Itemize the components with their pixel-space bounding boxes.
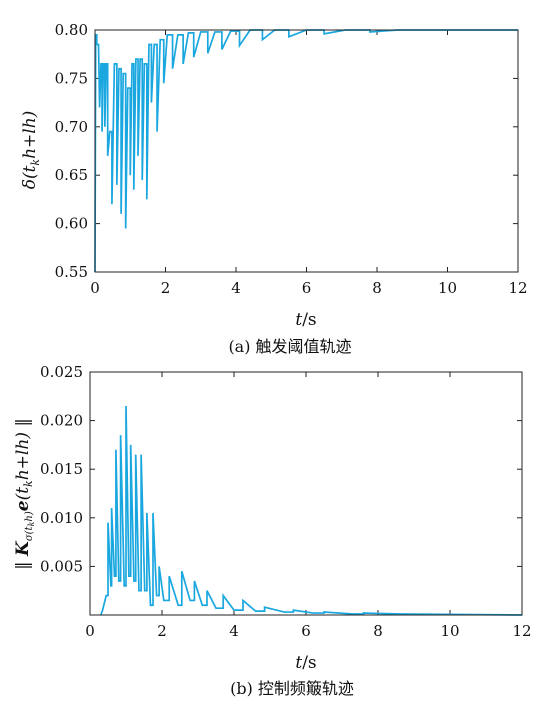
threshold-y-tick-label: 0.80: [55, 21, 88, 39]
threshold-y-tick-label: 0.60: [55, 215, 88, 233]
control-x-tick-label: 12: [512, 622, 531, 640]
control-y-tick-label: 0.025: [40, 363, 83, 381]
control-y-tick-label: 0.010: [40, 509, 83, 527]
threshold-series-line: [94, 29, 518, 273]
control-x-axis-label: t/s: [295, 653, 316, 673]
control-x-tick-label: 0: [85, 622, 95, 640]
control-chart: 0 2 4 6 8 10 12 0.005 0.010 0.015 0.020 0.025 ‖ Kσ(…: [13, 363, 532, 698]
threshold-y-tick-label: 0.70: [55, 118, 88, 136]
control-x-tick-label: 10: [440, 622, 459, 640]
threshold-x-tick-label: 0: [90, 279, 100, 297]
threshold-x-tick-label: 12: [508, 279, 527, 297]
control-series-line: [100, 406, 523, 616]
threshold-caption: (a) 触发阈值轨迹: [228, 337, 351, 356]
threshold-x-axis-label: t/s: [295, 310, 316, 330]
threshold-chart: 0 2 4 6 8 10 12 0.55 0.60 0.65 0.70 0.75 0.80 δ(tkh+…: [20, 21, 528, 356]
threshold-x-tick-label: 2: [161, 279, 171, 297]
control-tick-labels: 0 2 4 6 8 10 12 0.005 0.010 0.015 0.020 0.025: [40, 363, 532, 640]
threshold-plot-frame: [94, 29, 519, 273]
control-y-tick-label: 0.015: [40, 460, 83, 478]
threshold-x-tick-label: 10: [438, 279, 457, 297]
control-axis-ticks: [89, 371, 523, 616]
control-y-tick-label: 0.020: [40, 412, 83, 430]
threshold-y-axis-label: δ(tkh+lh): [20, 111, 42, 190]
control-caption: (b) 控制频簸轨迹: [230, 679, 354, 698]
control-x-tick-label: 6: [301, 622, 311, 640]
control-x-tick-label: 2: [157, 622, 167, 640]
threshold-tick-labels: 0 2 4 6 8 10 12 0.55 0.60 0.65 0.70 0.75 0.80: [55, 21, 528, 297]
threshold-y-tick-label: 0.65: [55, 166, 88, 184]
control-y-tick-label: 0.005: [40, 557, 83, 575]
threshold-x-tick-label: 4: [231, 279, 241, 297]
threshold-y-tick-label: 0.75: [55, 69, 88, 87]
threshold-x-tick-label: 8: [372, 279, 382, 297]
control-x-tick-label: 8: [373, 622, 383, 640]
threshold-y-tick-label: 0.55: [55, 263, 88, 281]
control-y-axis-label: ‖ Kσ(tkh)e(tkh+lh) ‖: [13, 418, 36, 570]
threshold-x-tick-label: 6: [302, 279, 312, 297]
control-plot-frame: [89, 371, 523, 616]
control-x-tick-label: 4: [229, 622, 239, 640]
